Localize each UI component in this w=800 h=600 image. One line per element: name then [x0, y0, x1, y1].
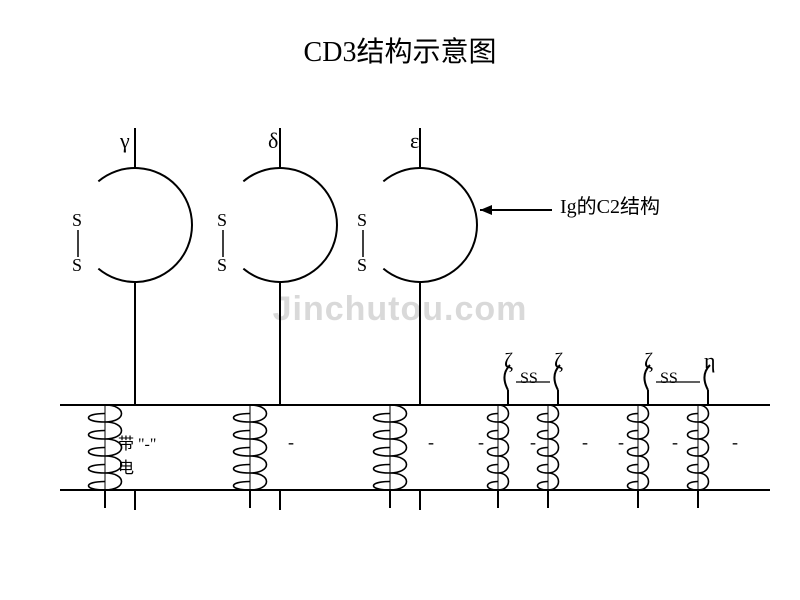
s-delta-bot: S — [217, 255, 227, 276]
label-delta: δ — [268, 128, 278, 154]
coil-charge-label: 带 "-" 电 — [118, 430, 156, 478]
s-eps-bot: S — [357, 255, 367, 276]
svg-text:-: - — [582, 432, 588, 452]
svg-text:-: - — [428, 432, 434, 452]
label-zeta1: ζ — [504, 348, 513, 374]
label-eta: η — [704, 348, 716, 374]
label-epsilon: ε — [410, 128, 419, 154]
svg-text:-: - — [618, 432, 624, 452]
ss-1: SS — [520, 370, 538, 388]
svg-text:-: - — [672, 432, 678, 452]
label-zeta3: ζ — [644, 348, 653, 374]
s-gamma-top: S — [72, 210, 82, 231]
s-delta-top: S — [217, 210, 227, 231]
s-gamma-bot: S — [72, 255, 82, 276]
label-gamma: γ — [120, 128, 130, 154]
svg-text:-: - — [288, 432, 294, 452]
annotation-c2: Ig的C2结构 — [560, 190, 660, 219]
s-eps-top: S — [357, 210, 367, 231]
ss-2: SS — [660, 370, 678, 388]
label-zeta2: ζ — [554, 348, 563, 374]
svg-text:-: - — [732, 432, 738, 452]
svg-text:-: - — [478, 432, 484, 452]
diagram-svg: -------- — [0, 0, 800, 600]
diagram-stage: CD3结构示意图 Jinchutou.com -------- γ δ ε S … — [0, 0, 800, 600]
svg-text:-: - — [530, 432, 536, 452]
